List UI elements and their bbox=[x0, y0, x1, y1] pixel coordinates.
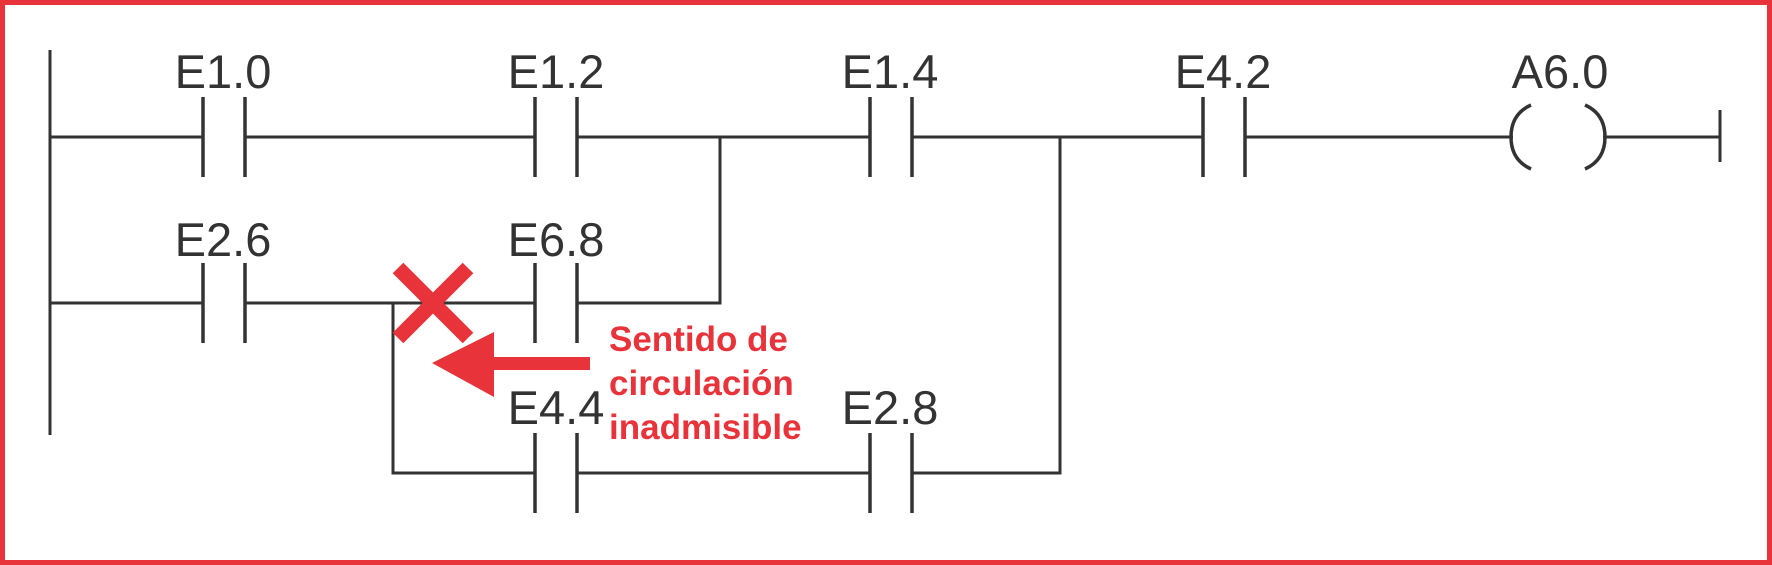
coil-label-a6-0: A6.0 bbox=[1512, 45, 1609, 98]
coil-a6-0 bbox=[1509, 103, 1607, 171]
contact-label-e4-4: E4.4 bbox=[508, 381, 605, 434]
contact-label-e2-6: E2.6 bbox=[175, 213, 272, 266]
annotation-line-3: inadmisible bbox=[609, 408, 802, 447]
contact-e2-8 bbox=[868, 433, 914, 513]
annotation-line-2: circulación bbox=[609, 364, 794, 403]
contact-e1-4 bbox=[868, 97, 914, 177]
annotation-line-1: Sentido de bbox=[609, 320, 788, 359]
contact-label-e1-2: E1.2 bbox=[508, 45, 605, 98]
rung-3-wiring bbox=[391, 137, 1062, 475]
rung-2-wiring bbox=[50, 137, 722, 305]
contact-label-e1-4: E1.4 bbox=[842, 45, 939, 98]
contact-label-e1-0: E1.0 bbox=[175, 45, 272, 98]
contact-label-e4-2: E4.2 bbox=[1175, 45, 1272, 98]
contact-label-e2-8: E2.8 bbox=[842, 381, 939, 434]
contact-e4-2 bbox=[1201, 97, 1247, 177]
cross-icon bbox=[392, 262, 474, 344]
arrow-left-icon bbox=[432, 332, 590, 397]
contact-e6-8 bbox=[533, 263, 579, 343]
contact-e2-6 bbox=[201, 263, 247, 343]
contact-e1-0 bbox=[201, 97, 247, 177]
contact-label-e6-8: E6.8 bbox=[508, 213, 605, 266]
contact-e1-2 bbox=[533, 97, 579, 177]
contact-e4-4 bbox=[533, 433, 579, 513]
